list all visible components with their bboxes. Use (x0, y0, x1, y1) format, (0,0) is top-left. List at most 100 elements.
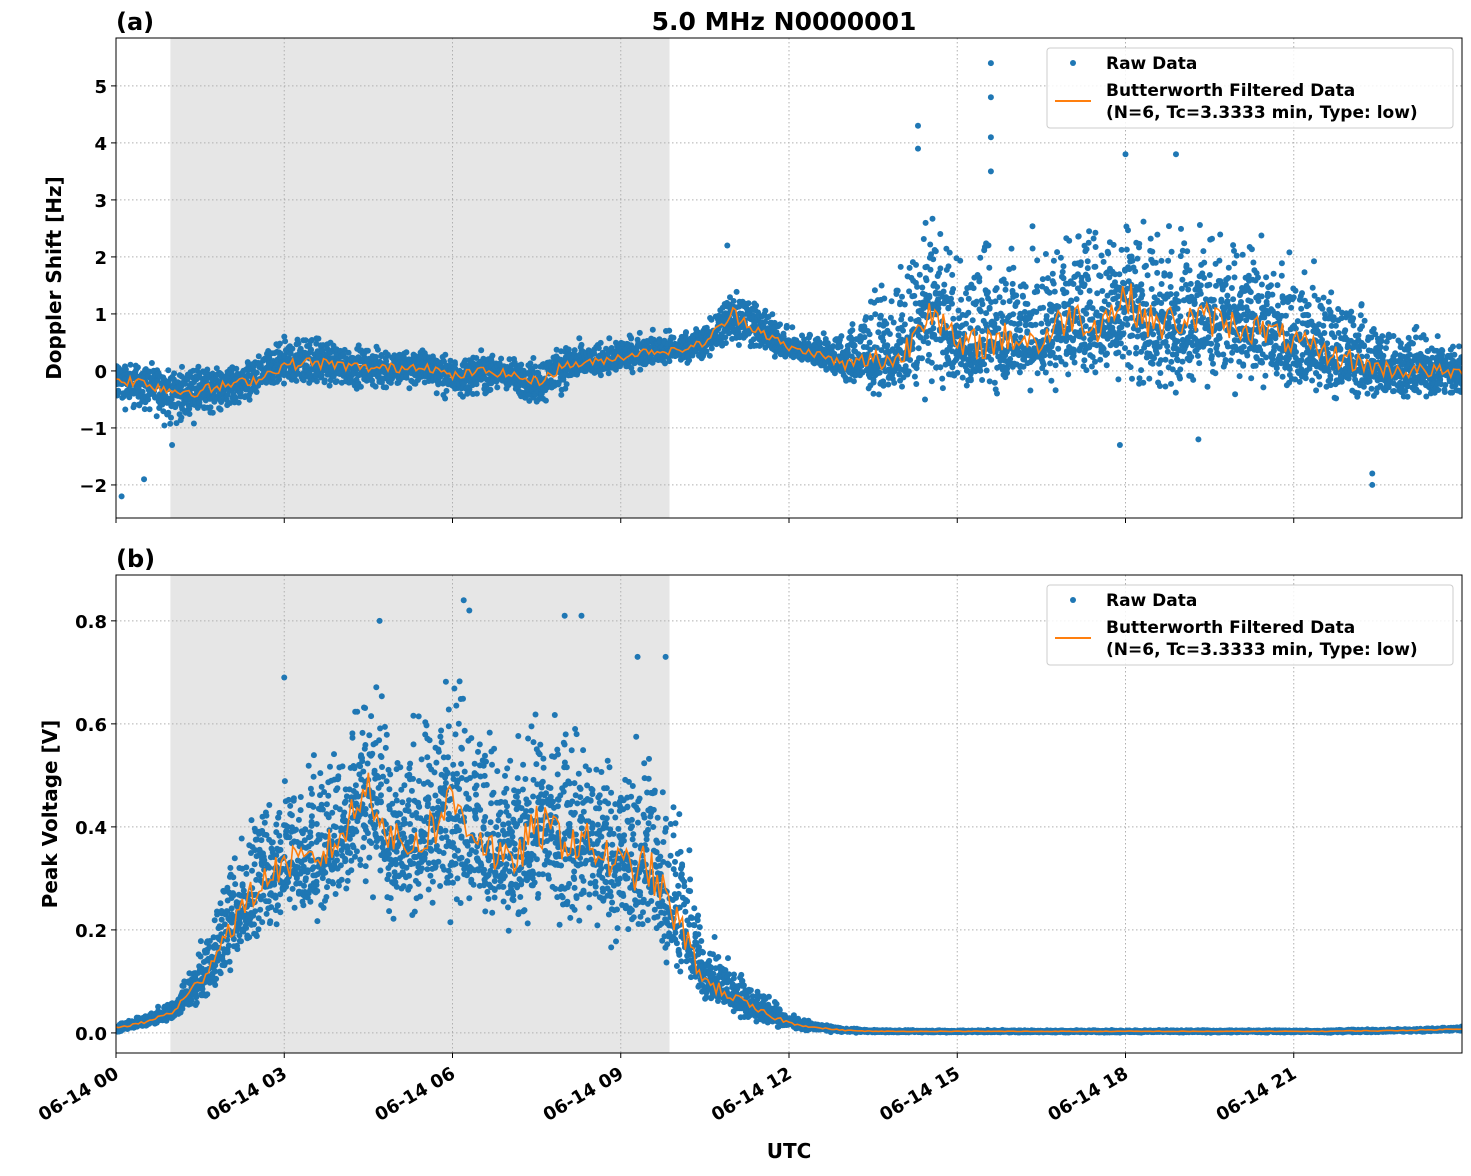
raw-data-point (930, 256, 936, 262)
raw-data-point (530, 355, 536, 361)
raw-data-point (914, 284, 920, 290)
raw-data-point (1285, 357, 1291, 363)
raw-data-point (1217, 232, 1223, 238)
raw-data-point (1061, 263, 1067, 269)
raw-data-point (591, 350, 597, 356)
raw-data-point (1240, 361, 1246, 367)
raw-data-point (974, 299, 980, 305)
raw-data-point (777, 321, 783, 327)
raw-data-point (1168, 359, 1174, 365)
raw-data-point (535, 371, 541, 377)
raw-data-point (1099, 253, 1105, 259)
raw-data-point (923, 334, 929, 340)
raw-data-point (1154, 270, 1160, 276)
raw-data-point (849, 327, 855, 333)
raw-data-point (1000, 299, 1006, 305)
raw-data-point (1010, 265, 1016, 271)
raw-data-point (1222, 282, 1228, 288)
raw-data-point (954, 370, 960, 376)
raw-data-point (1133, 345, 1139, 351)
raw-data-point (1211, 297, 1217, 303)
raw-data-point (906, 288, 912, 294)
raw-data-point (547, 359, 553, 365)
raw-data-point (769, 311, 775, 317)
raw-data-point (1162, 384, 1168, 390)
raw-data-point (921, 236, 927, 242)
raw-data-point (930, 325, 936, 331)
raw-data-point (1154, 232, 1160, 238)
raw-data-point (1310, 285, 1316, 291)
raw-data-point (850, 321, 856, 327)
raw-data-point (375, 347, 381, 353)
raw-data-point (992, 287, 998, 293)
raw-data-point (924, 277, 930, 283)
raw-data-point (917, 272, 923, 278)
raw-data-point (1330, 317, 1336, 323)
raw-data-point (1065, 371, 1071, 377)
raw-data-point (838, 333, 844, 339)
raw-data-point (929, 360, 935, 366)
raw-data-point (478, 347, 484, 353)
raw-data-point (1179, 277, 1185, 283)
raw-data-point (1337, 347, 1343, 353)
raw-data-point (1316, 374, 1322, 380)
raw-data-point (630, 369, 636, 375)
raw-data-point (1262, 373, 1268, 379)
raw-data-point (1076, 233, 1082, 239)
raw-data-point (564, 381, 570, 387)
raw-data-point (925, 340, 931, 346)
raw-data-point (1013, 301, 1019, 307)
raw-data-point (789, 324, 795, 330)
raw-data-point (746, 300, 752, 306)
raw-data-point (1291, 294, 1297, 300)
raw-data-point (1043, 370, 1049, 376)
raw-data-point (937, 231, 943, 237)
raw-data-point (1150, 331, 1156, 337)
raw-data-point (1145, 272, 1151, 278)
raw-data-point (1054, 249, 1060, 255)
raw-data-point (346, 350, 352, 356)
raw-data-point (1226, 265, 1232, 271)
raw-data-point (1178, 226, 1184, 232)
raw-data-point (1272, 330, 1278, 336)
raw-data-point (208, 404, 214, 410)
raw-data-point (1280, 293, 1286, 299)
raw-data-point (637, 367, 643, 373)
raw-data-point (1263, 274, 1269, 280)
raw-data-point (867, 340, 873, 346)
raw-data-point (829, 345, 835, 351)
raw-data-point (1024, 301, 1030, 307)
raw-data-point (149, 360, 155, 366)
raw-data-point (902, 302, 908, 308)
raw-data-point (1034, 289, 1040, 295)
raw-data-point (1185, 287, 1191, 293)
raw-data-point (1092, 359, 1098, 365)
raw-data-point (1048, 378, 1054, 384)
raw-data-point (452, 361, 458, 367)
raw-data-point (1164, 343, 1170, 349)
raw-data-point (1104, 351, 1110, 357)
raw-data-point (960, 375, 966, 381)
raw-data-point (927, 242, 933, 248)
raw-data-point (907, 357, 913, 363)
raw-data-point (543, 398, 549, 404)
raw-data-point (1135, 256, 1141, 262)
raw-data-point (885, 382, 891, 388)
raw-data-point (1078, 259, 1084, 265)
raw-data-point (1209, 236, 1215, 242)
raw-data-point (891, 320, 897, 326)
raw-data-point (1201, 275, 1207, 281)
raw-data-point (1317, 382, 1323, 388)
raw-data-point (1010, 281, 1016, 287)
raw-data-point (1350, 315, 1356, 321)
raw-data-point (365, 348, 371, 354)
raw-data-point (322, 377, 328, 383)
raw-data-point (1284, 331, 1290, 337)
raw-data-point (1196, 360, 1202, 366)
raw-data-point (1091, 236, 1097, 242)
raw-data-point (1271, 271, 1277, 277)
raw-data-point (1283, 313, 1289, 319)
raw-data-point (926, 294, 932, 300)
raw-data-point (1299, 357, 1305, 363)
